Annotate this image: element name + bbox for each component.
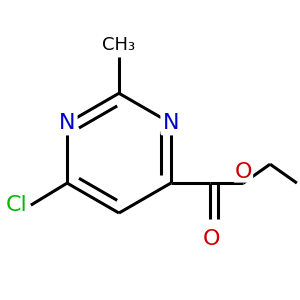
Text: CH₃: CH₃: [102, 36, 136, 54]
Text: N: N: [59, 113, 75, 133]
Text: O: O: [235, 161, 252, 182]
Text: N: N: [163, 113, 179, 133]
Text: O: O: [203, 229, 220, 249]
Text: Cl: Cl: [6, 195, 28, 215]
